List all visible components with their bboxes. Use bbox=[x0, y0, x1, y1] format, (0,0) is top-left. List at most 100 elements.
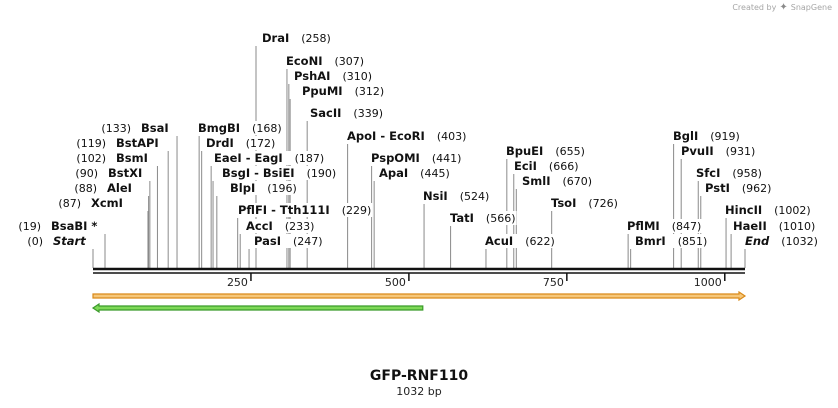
site-label-bg bbox=[378, 166, 451, 180]
site-position: (403) bbox=[437, 130, 467, 143]
site-label-bg bbox=[449, 211, 517, 225]
restriction-site[interactable]: BmrI (851) bbox=[634, 234, 709, 248]
snapgene-brand-label: SnapGene bbox=[790, 3, 832, 12]
restriction-site[interactable]: DraI (258) bbox=[261, 31, 332, 45]
restriction-site[interactable]: EcoNI (307) bbox=[285, 54, 366, 68]
site-label-bg bbox=[229, 181, 298, 195]
site-position: (196) bbox=[267, 182, 297, 195]
restriction-site[interactable]: XcmI (87) bbox=[57, 196, 124, 210]
site-name: BsaI bbox=[141, 121, 169, 135]
site-name: HincII bbox=[725, 203, 762, 217]
restriction-site[interactable]: NsiI (524) bbox=[422, 189, 491, 203]
site-label-bg bbox=[672, 129, 741, 143]
restriction-site[interactable]: HaeII (1010) bbox=[732, 219, 817, 233]
restriction-site[interactable]: PflFI - Tth111I (229) bbox=[237, 203, 373, 217]
ruler-ticks: 250 500 750 1000 bbox=[227, 273, 726, 289]
site-name: TsoI bbox=[551, 196, 576, 210]
restriction-site[interactable]: PshAI (310) bbox=[293, 69, 374, 83]
feature-arrow-forward[interactable] bbox=[92, 290, 747, 302]
restriction-site[interactable]: PpuMI (312) bbox=[301, 84, 386, 98]
restriction-site[interactable]: EciI (666) bbox=[513, 159, 580, 173]
site-name: BsaBI * bbox=[51, 219, 97, 233]
restriction-site[interactable]: BsmI (102) bbox=[75, 151, 149, 165]
site-name: TatI bbox=[450, 211, 474, 225]
ruler-tick-label: 750 bbox=[543, 276, 564, 289]
site-name: HaeII bbox=[733, 219, 767, 233]
snapgene-logo-icon: ✦ bbox=[779, 2, 788, 13]
restriction-site[interactable]: SmlI (670) bbox=[521, 174, 594, 188]
restriction-site[interactable]: PasI (247) bbox=[253, 234, 324, 248]
restriction-site[interactable]: BlpI (196) bbox=[229, 181, 298, 195]
site-name: DrdI bbox=[206, 136, 234, 150]
restriction-site[interactable]: AcuI (622) bbox=[484, 234, 556, 248]
restriction-site[interactable]: AccI (233) bbox=[245, 219, 316, 233]
restriction-site[interactable]: BpuEI (655) bbox=[505, 144, 586, 158]
restriction-site[interactable]: BstAPI (119) bbox=[75, 136, 160, 150]
site-name: SmlI bbox=[522, 174, 551, 188]
restriction-site[interactable]: DrdI (172) bbox=[205, 136, 277, 150]
site-position: (670) bbox=[563, 175, 593, 188]
site-name: PspOMI bbox=[371, 151, 420, 165]
restriction-site[interactable]: PstI (962) bbox=[704, 181, 773, 195]
restriction-site[interactable]: BglI (919) bbox=[672, 129, 741, 143]
restriction-site[interactable]: ApoI - EcoRI (403) bbox=[346, 129, 468, 143]
site-label-bg bbox=[73, 181, 133, 195]
restriction-site[interactable]: TsoI (726) bbox=[550, 196, 619, 210]
restriction-site[interactable]: EaeI - EagI (187) bbox=[213, 151, 326, 165]
restriction-site[interactable]: PspOMI (441) bbox=[370, 151, 463, 165]
site-position: (87) bbox=[58, 197, 81, 210]
site-name: End bbox=[745, 234, 770, 248]
site-label-bg bbox=[75, 136, 160, 150]
restriction-site[interactable]: SfcI (958) bbox=[695, 166, 763, 180]
restriction-site[interactable]: End (1032) bbox=[744, 234, 819, 248]
site-name: BpuEI bbox=[506, 144, 543, 158]
restriction-site[interactable]: ApaI (445) bbox=[378, 166, 451, 180]
restriction-site[interactable]: BsgI - BsiEI (190) bbox=[221, 166, 338, 180]
site-label-bg bbox=[237, 203, 373, 217]
site-position: (962) bbox=[742, 182, 772, 195]
restriction-site[interactable]: TatI (566) bbox=[449, 211, 517, 225]
site-name: SfcI bbox=[696, 166, 720, 180]
restriction-site[interactable]: BstXI (90) bbox=[74, 166, 144, 180]
ruler-tick-label: 1000 bbox=[694, 276, 722, 289]
site-position: (172) bbox=[246, 137, 276, 150]
restriction-site[interactable]: BsaI (133) bbox=[100, 121, 170, 135]
site-label-bg bbox=[422, 189, 491, 203]
sequence-map: DraI (258) EcoNI (307) PshAI (310)PpuMI (312) S… bbox=[17, 31, 819, 314]
site-label-bg bbox=[57, 196, 124, 210]
site-position: (919) bbox=[710, 130, 740, 143]
restriction-site[interactable]: BmgBI (168) bbox=[197, 121, 283, 135]
restriction-site[interactable]: BsaBI * (19) bbox=[17, 219, 99, 233]
feature-arrow-reverse[interactable] bbox=[91, 302, 424, 314]
site-position: (307) bbox=[334, 55, 364, 68]
site-label-bg bbox=[704, 181, 773, 195]
site-name: ApoI - EcoRI bbox=[347, 129, 425, 143]
site-label-bg bbox=[197, 121, 283, 135]
restriction-site[interactable]: HincII (1002) bbox=[724, 203, 812, 217]
site-name: EcoNI bbox=[286, 54, 322, 68]
created-by-label: Created by bbox=[732, 3, 777, 12]
site-position: (851) bbox=[678, 235, 708, 248]
restriction-site[interactable]: PvuII (931) bbox=[680, 144, 757, 158]
restriction-site[interactable]: PflMI (847) bbox=[626, 219, 703, 233]
restriction-site[interactable]: SacII (339) bbox=[309, 106, 385, 120]
site-position: (566) bbox=[486, 212, 516, 225]
site-name: Start bbox=[53, 234, 86, 248]
restriction-site[interactable]: AleI (88) bbox=[73, 181, 133, 195]
site-label-bg bbox=[17, 219, 99, 233]
site-position: (655) bbox=[555, 145, 585, 158]
site-label-bg bbox=[550, 196, 619, 210]
site-position: (1032) bbox=[781, 235, 818, 248]
site-name: BmrI bbox=[635, 234, 666, 248]
site-position: (931) bbox=[726, 145, 756, 158]
site-name: DraI bbox=[262, 31, 289, 45]
site-name: AccI bbox=[246, 219, 273, 233]
site-name: BsmI bbox=[116, 151, 148, 165]
site-position: (1002) bbox=[774, 204, 811, 217]
site-label-bg bbox=[521, 174, 594, 188]
site-name: EciI bbox=[514, 159, 537, 173]
site-name: PvuII bbox=[681, 144, 714, 158]
restriction-site[interactable]: Start (0) bbox=[26, 234, 88, 248]
site-name: BsgI - BsiEI bbox=[222, 166, 295, 180]
site-name: AleI bbox=[107, 181, 132, 195]
